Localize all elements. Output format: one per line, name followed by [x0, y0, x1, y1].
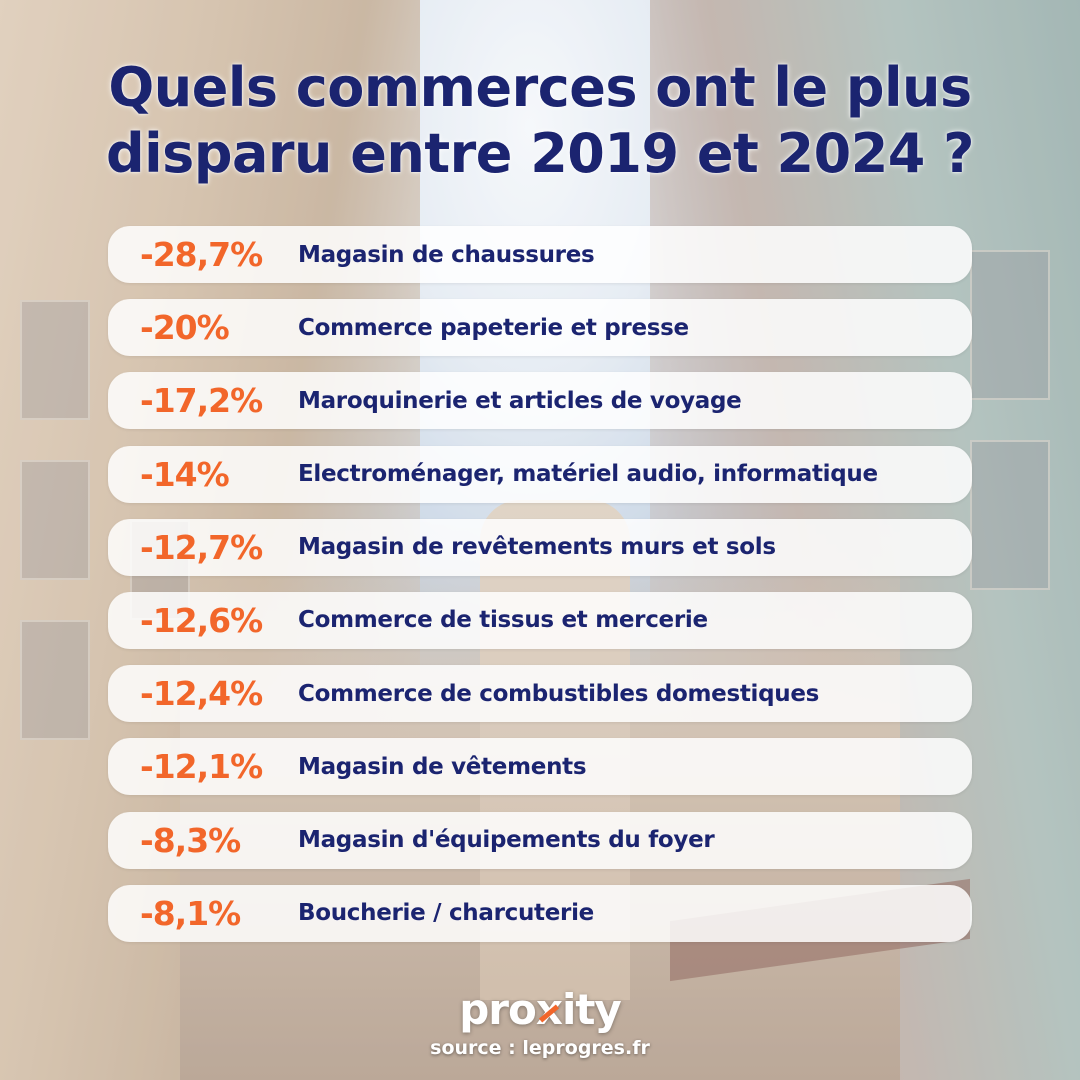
shop-category-label: Commerce de tissus et mercerie: [298, 607, 708, 634]
decline-percentage: -12,1%: [140, 747, 263, 787]
decline-percentage: -28,7%: [140, 235, 263, 274]
shop-category-label: Boucherie / charcuterie: [298, 900, 594, 927]
shop-category-label: Commerce de combustibles domestiques: [298, 680, 820, 707]
decline-percentage: -8,3%: [140, 820, 241, 860]
decline-percentage: -14%: [140, 454, 230, 494]
decline-percentage: -12,7%: [140, 527, 263, 567]
list-item: -12,6% Commerce de tissus et mercerie: [108, 591, 972, 649]
shop-category-label: Magasin d'équipements du foyer: [298, 827, 715, 853]
shop-category-label: Commerce papeterie et presse: [298, 314, 689, 341]
shop-category-label: Magasin de revêtements murs et sols: [298, 534, 776, 561]
shop-decline-list: -28,7% Magasin de chaussures -20% Commer…: [108, 226, 972, 958]
list-item: -8,3% Magasin d'équipements du foyer: [108, 811, 972, 869]
list-item: -12,4% Commerce de combustibles domestiq…: [108, 665, 972, 723]
list-item: -12,1% Magasin de vêtements: [108, 738, 972, 796]
decline-percentage: -12,6%: [140, 600, 263, 640]
decline-percentage: -8,1%: [140, 893, 241, 933]
decline-percentage: -12,4%: [140, 674, 263, 714]
proxity-logo: proxity: [459, 985, 622, 1034]
shop-category-label: Magasin de chaussures: [298, 241, 595, 268]
source-credit: source : leprogres.fr: [430, 1037, 650, 1059]
list-item: -12,7% Magasin de revêtements murs et so…: [108, 518, 972, 576]
list-item: -8,1% Boucherie / charcuterie: [108, 884, 972, 942]
page-title: Quels commerces ont le plus disparu entr…: [106, 56, 974, 185]
shop-category-label: Maroquinerie et articles de voyage: [298, 387, 742, 414]
list-item: -17,2% Maroquinerie et articles de voyag…: [108, 372, 972, 430]
decline-percentage: -20%: [140, 308, 230, 348]
list-item: -28,7% Magasin de chaussures: [108, 226, 972, 283]
decline-percentage: -17,2%: [140, 381, 263, 421]
shop-category-label: Magasin de vêtements: [298, 753, 587, 780]
shop-category-label: Electroménager, matériel audio, informat…: [298, 461, 878, 488]
list-item: -20% Commerce papeterie et presse: [108, 299, 972, 357]
list-item: -14% Electroménager, matériel audio, inf…: [108, 445, 972, 503]
